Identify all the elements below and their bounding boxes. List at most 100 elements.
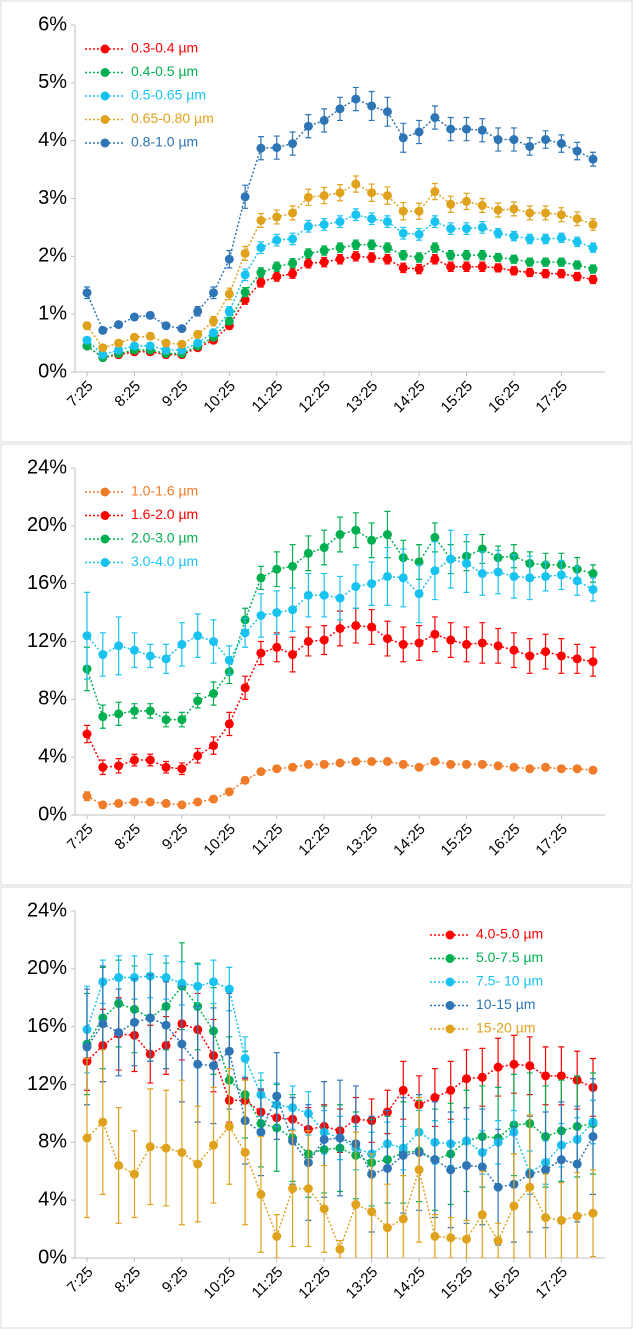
y-tick-label: 8% [38,1131,67,1153]
point [224,719,234,729]
point [193,696,203,706]
point [493,1182,503,1192]
point [351,525,361,535]
point [446,124,456,134]
point [224,984,234,994]
point [240,192,250,202]
point [288,269,298,279]
x-tick-label: 11:25 [249,378,287,416]
point [525,268,535,278]
point [430,1231,440,1241]
point [303,590,313,600]
legend-label: 4.0-5.0 µm [476,926,543,942]
point [541,571,551,581]
x-tick-label: 10:25 [200,378,239,417]
point [414,229,424,239]
point [493,641,503,651]
point [82,1133,92,1143]
point [525,573,535,583]
series [82,1049,598,1258]
x-tick-label: 15:25 [438,1264,477,1303]
x-tick-label: 14:25 [390,1264,429,1303]
point [477,1162,487,1172]
point [351,757,361,767]
point [303,192,313,202]
point [256,767,266,777]
point [588,264,598,274]
panel-frame [0,886,633,1329]
point [256,268,266,278]
point [114,798,124,808]
point [224,787,234,797]
y-tick-label: 24% [27,899,67,921]
point [382,217,392,227]
x-tick-label: 9:25 [159,1264,192,1297]
legend-marker [445,954,455,963]
point [382,191,392,201]
point [382,254,392,264]
point [525,234,535,244]
point [288,234,298,244]
point [193,1159,203,1169]
point [446,199,456,209]
y-tick-label: 12% [27,630,67,652]
legend-marker [100,44,110,54]
point [556,651,566,661]
x-tick-label: 7:25 [64,821,97,854]
y-tick-label: 24% [27,456,67,478]
y-tick-label: 1% [38,302,67,324]
point [509,645,519,655]
point [525,208,535,218]
point [398,573,408,583]
point [256,215,266,225]
point [177,324,187,334]
point [272,764,282,774]
point [161,715,171,725]
legend-label: 2.0-3.0 µm [131,530,198,546]
point [240,248,250,258]
point [129,1169,139,1179]
point [129,1017,139,1027]
point [98,800,108,810]
point [256,277,266,287]
point [446,262,456,272]
y-tick-label: 5% [38,71,67,93]
point [541,269,551,279]
point [272,272,282,282]
point [462,262,471,272]
point [430,1155,440,1165]
point [430,254,440,264]
point [509,204,519,214]
point [367,240,377,250]
point [430,187,440,197]
series [82,175,598,353]
point [572,146,582,156]
point [398,1214,408,1224]
point [288,762,298,772]
point [414,1165,424,1175]
point [82,288,92,298]
point [82,729,92,739]
point [398,133,408,143]
point [556,257,566,267]
point [145,651,155,661]
point [209,741,218,751]
point [193,751,203,761]
point [224,655,234,665]
point [129,797,139,807]
point [319,115,329,125]
point [177,1039,187,1049]
point [367,535,377,545]
point [319,257,329,267]
legend-label: 0.5-0.65 µm [131,87,206,103]
y-tick-label: 20% [27,514,67,536]
x-tick-label: 16:25 [485,821,524,860]
x-tick-label: 7:25 [64,1264,97,1297]
x-tick-label: 15:25 [438,821,477,860]
point [477,262,487,272]
x-tick-label: 10:25 [200,1264,239,1303]
point [145,341,155,351]
point [398,206,408,216]
point [477,250,487,260]
point [114,1160,124,1170]
